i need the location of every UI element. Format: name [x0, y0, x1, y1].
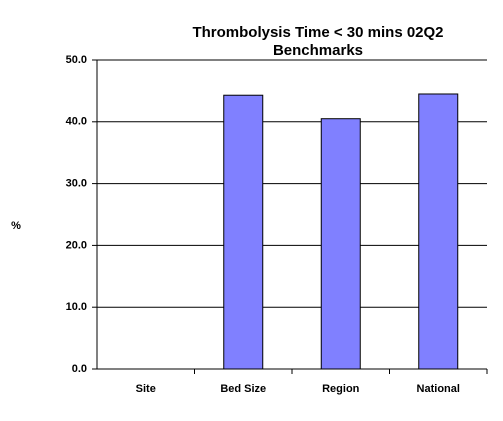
x-tick-label: Bed Size	[220, 383, 266, 395]
bar	[418, 93, 459, 370]
y-tick-label: 0.0	[72, 363, 87, 375]
y-axis-label: %	[11, 220, 21, 232]
chart-title: Thrombolysis Time < 30 mins 02Q2	[192, 24, 443, 41]
y-tick-label: 40.0	[66, 116, 87, 128]
x-tick-label: National	[417, 383, 460, 395]
bar	[320, 118, 361, 370]
bar	[223, 94, 264, 370]
y-tick-label: 10.0	[66, 301, 87, 313]
y-tick-label: 30.0	[66, 178, 87, 190]
x-tick-label: Region	[322, 383, 360, 395]
chart-title: Benchmarks	[273, 42, 363, 59]
y-tick-label: 50.0	[66, 54, 87, 66]
y-tick-label: 20.0	[66, 239, 87, 251]
x-tick-label: Site	[136, 383, 156, 395]
